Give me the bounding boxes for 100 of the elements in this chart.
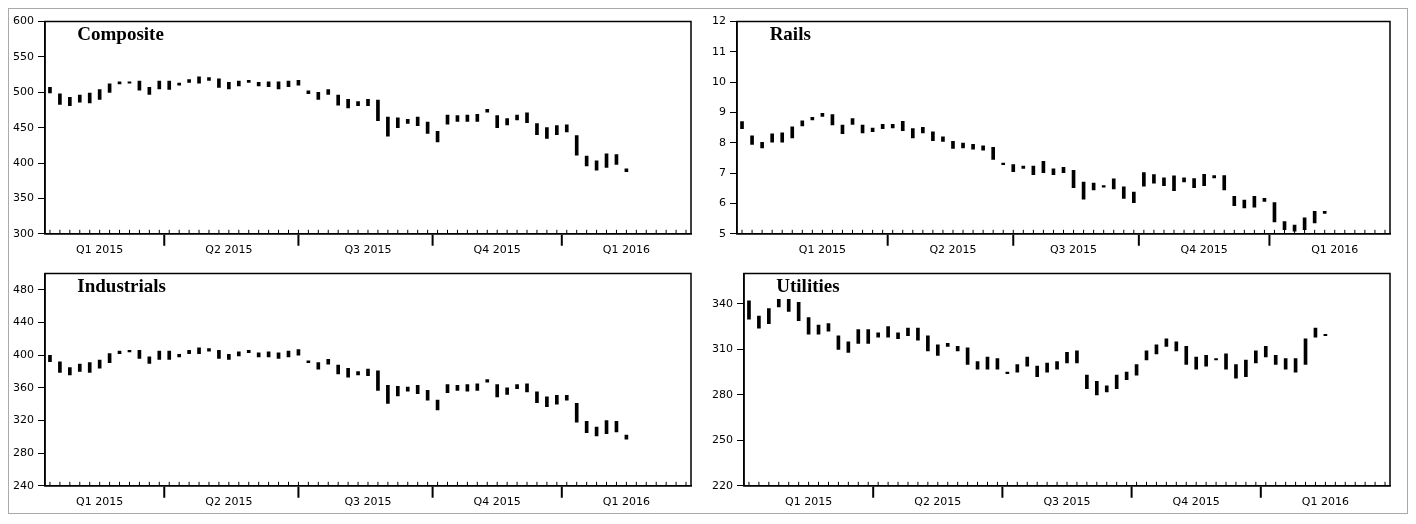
x-tick-label: Q4 2015 [1172, 495, 1220, 509]
bar [545, 396, 549, 407]
bar [941, 136, 945, 142]
bar [346, 367, 350, 378]
bar [1164, 338, 1169, 347]
y-tick-label: 340 [712, 296, 733, 310]
bar [1114, 374, 1119, 390]
bar [187, 349, 191, 354]
bar [916, 327, 920, 341]
y-tick-label: 6 [719, 196, 726, 210]
bar [366, 99, 370, 107]
y-tick-label: 7 [719, 166, 726, 180]
bar [1085, 374, 1089, 390]
bar [1182, 177, 1186, 183]
x-tick-label: Q4 2015 [473, 243, 521, 257]
bar [197, 76, 201, 84]
y-tick-label: 11 [712, 44, 726, 58]
bar [386, 385, 390, 404]
bar [935, 344, 940, 356]
bar [157, 80, 162, 90]
bar [455, 115, 460, 122]
bar [246, 79, 251, 83]
bar [866, 329, 871, 344]
bar [1202, 174, 1206, 186]
bar [535, 123, 539, 136]
bar [336, 364, 341, 375]
x-tick-label: Q2 2015 [914, 495, 962, 509]
bar [207, 348, 211, 352]
bar [515, 384, 519, 390]
bar [1254, 350, 1258, 364]
bar [747, 300, 751, 320]
x-tick-label: Q3 2015 [344, 243, 392, 257]
bar [87, 92, 92, 104]
bar [1131, 191, 1136, 203]
bar [535, 391, 539, 403]
bar [1035, 365, 1040, 377]
bar [1174, 341, 1179, 352]
bar [495, 115, 500, 129]
bar [1224, 353, 1228, 370]
y-tick-label: 600 [13, 14, 34, 28]
bar [1194, 356, 1199, 370]
bar [1273, 355, 1278, 365]
bar [316, 92, 321, 100]
bar [217, 78, 221, 88]
bar [167, 80, 172, 90]
bar [1094, 380, 1099, 396]
bar [1204, 355, 1208, 367]
bar [475, 383, 480, 391]
bar [740, 121, 744, 129]
bar [1011, 164, 1016, 172]
bar [931, 131, 935, 142]
y-tick-label: 250 [712, 433, 733, 447]
y-tick-label: 300 [13, 226, 34, 240]
bar [495, 384, 500, 398]
x-tick-label: Q2 2015 [929, 243, 977, 257]
bar [945, 342, 950, 347]
y-tick-label: 550 [13, 49, 34, 63]
bar [58, 93, 62, 105]
bar [157, 350, 162, 360]
bar [177, 82, 181, 86]
bar [475, 113, 480, 122]
bar [921, 127, 925, 134]
bar [1065, 352, 1069, 364]
y-tick-label: 400 [13, 155, 34, 169]
bar [236, 351, 241, 357]
bar [217, 349, 221, 359]
x-tick-label: Q3 2015 [1049, 243, 1098, 257]
bar [525, 383, 529, 393]
bar [800, 120, 805, 127]
bar [955, 346, 960, 352]
x-tick-label: Q1 2016 [1311, 243, 1359, 257]
chart-title: Industrials [77, 275, 166, 297]
y-tick-label: 450 [13, 120, 34, 134]
bar [376, 99, 380, 121]
bar [876, 332, 880, 338]
bar [555, 394, 559, 405]
bar [395, 385, 400, 397]
x-tick-label: Q3 2015 [1043, 495, 1091, 509]
y-tick-label: 360 [13, 380, 34, 394]
bar [886, 326, 890, 338]
bar [776, 299, 781, 308]
bar [415, 116, 420, 126]
bar [780, 132, 785, 143]
bar [197, 347, 201, 354]
chart-title: Rails [769, 23, 811, 45]
bar [850, 118, 855, 125]
bar [485, 379, 490, 383]
bar [1184, 346, 1189, 365]
bar [58, 361, 62, 373]
bar [346, 99, 350, 109]
y-tick-label: 320 [13, 413, 34, 427]
bar [187, 79, 191, 83]
bar [455, 385, 460, 391]
bar [750, 135, 754, 145]
bar [117, 81, 122, 85]
bar [405, 386, 410, 392]
bar [900, 121, 905, 132]
chart-title: Utilities [776, 275, 840, 297]
bar [1152, 174, 1156, 184]
x-tick-label: Q1 2015 [798, 243, 846, 257]
